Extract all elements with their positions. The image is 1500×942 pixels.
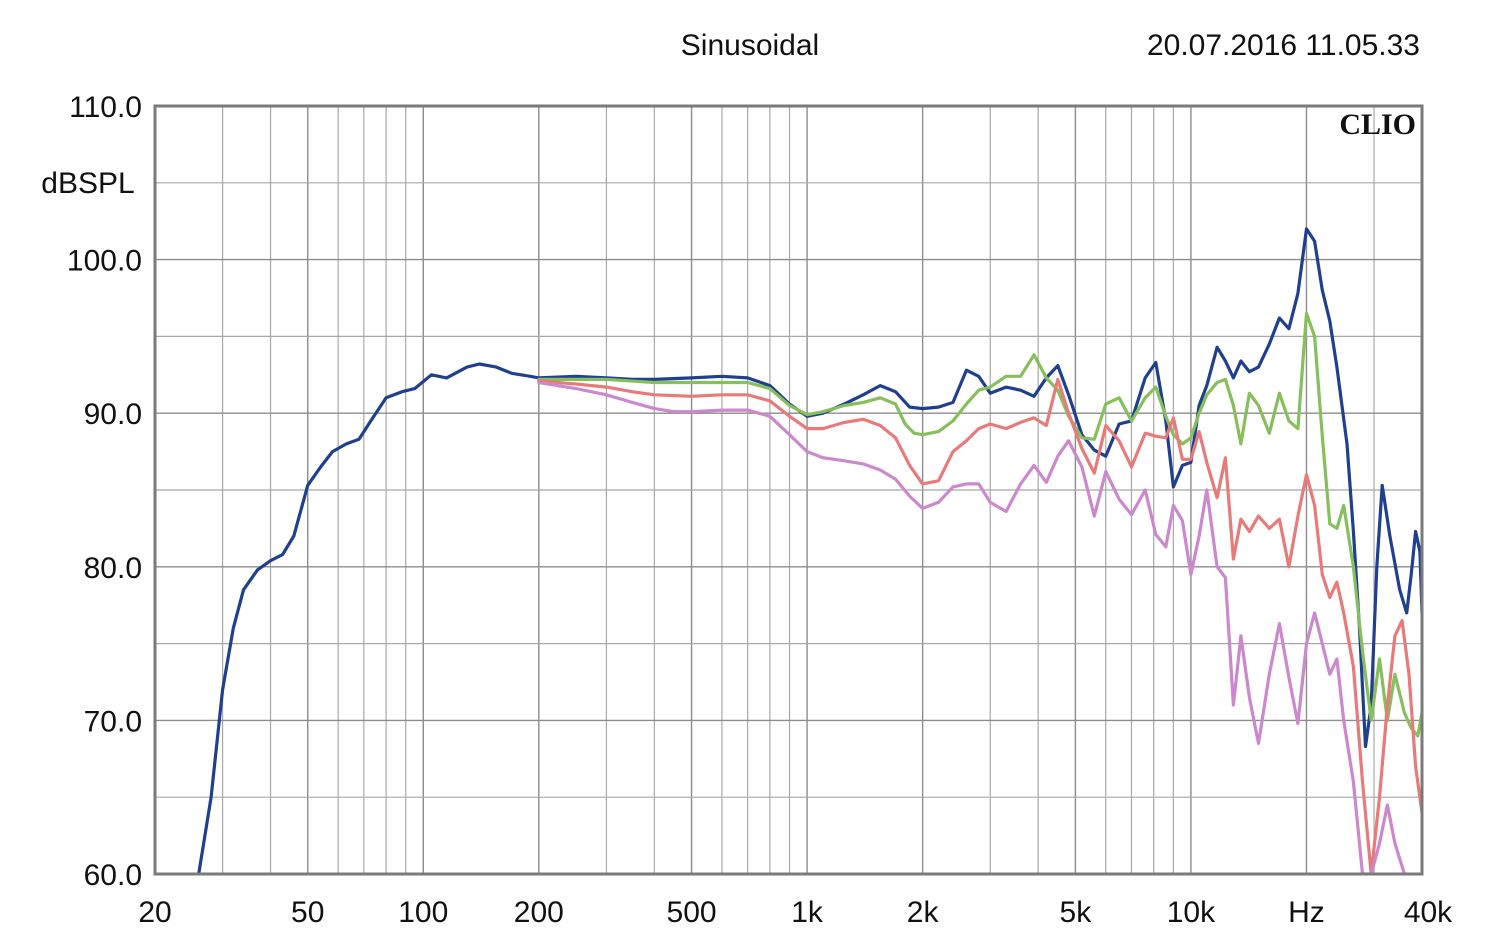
- plot-series: [197, 227, 1422, 874]
- clio-logo: CLIO: [1339, 108, 1416, 141]
- series-line-4: [537, 380, 1406, 874]
- x-tick-label: 1k: [791, 896, 824, 929]
- x-tick-label: 20: [138, 896, 171, 929]
- series-line-2: [537, 311, 1422, 738]
- y-tick-label: 80.0: [84, 552, 142, 585]
- x-tick-label: 40k: [1404, 896, 1453, 929]
- x-tick-label: 50: [291, 896, 324, 929]
- x-tick-label: 10k: [1167, 896, 1216, 929]
- x-tick-label: 200: [514, 896, 564, 929]
- y-tick-labels: 110.0 100.0 90.0 80.0 70.0 60.0: [67, 91, 142, 892]
- plot-frame: [153, 104, 1424, 876]
- plot-grid: [155, 106, 1422, 874]
- measurement-mode-label: Sinusoidal: [681, 29, 819, 62]
- x-tick-label: 100: [398, 896, 448, 929]
- x-tick-labels: 20 50 100 200 500 1k 2k 5k 10k Hz 40k: [138, 896, 1453, 929]
- y-tick-label: 70.0: [84, 705, 142, 738]
- measurement-timestamp: 20.07.2016 11.05.33: [1147, 29, 1420, 62]
- y-tick-label: 100.0: [67, 245, 142, 278]
- y-axis-label: dBSPL: [41, 167, 134, 200]
- x-tick-label: 2k: [907, 896, 940, 929]
- series-line-1: [197, 227, 1422, 874]
- x-tick-label: Hz: [1288, 896, 1325, 929]
- y-tick-label: 90.0: [84, 398, 142, 431]
- x-tick-label: 5k: [1060, 896, 1093, 929]
- y-tick-label: 60.0: [84, 859, 142, 892]
- x-tick-label: 500: [667, 896, 717, 929]
- series-line-3: [537, 377, 1422, 874]
- y-tick-label: 110.0: [69, 91, 142, 124]
